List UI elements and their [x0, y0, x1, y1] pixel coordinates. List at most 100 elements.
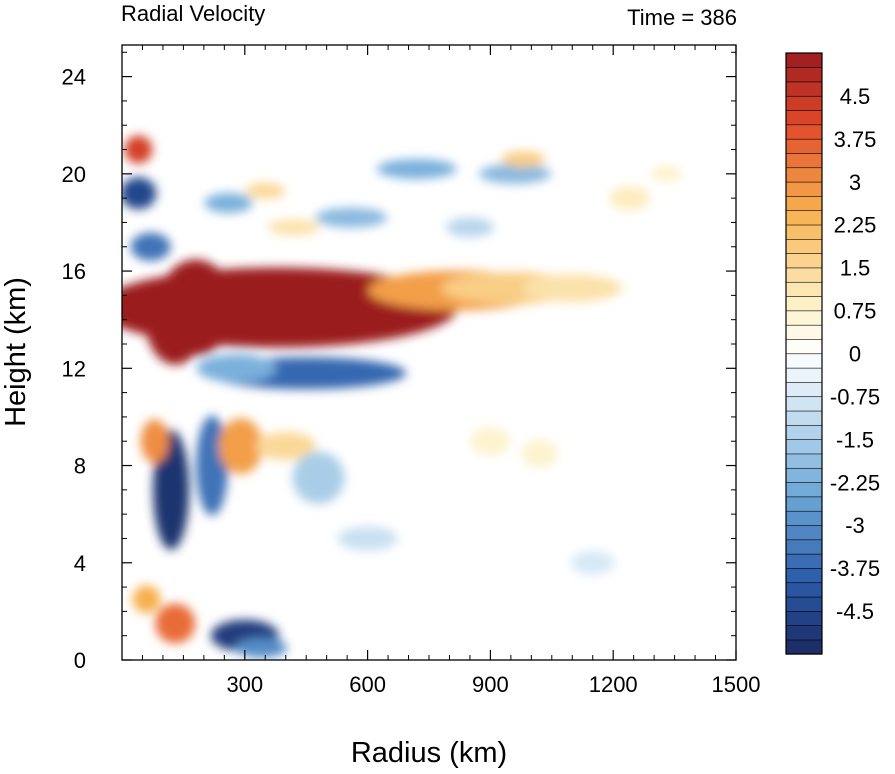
plot-area	[122, 45, 736, 660]
colorbar-box	[785, 338, 823, 355]
colorbar-box	[785, 353, 823, 369]
velocity-feature	[122, 177, 157, 210]
velocity-feature	[501, 151, 546, 168]
colorbar-box	[785, 610, 823, 626]
colorbar-box	[785, 210, 823, 226]
colorbar-box	[785, 596, 823, 612]
colorbar-box	[785, 81, 823, 97]
velocity-feature	[609, 186, 650, 211]
colorbar-box	[785, 396, 823, 412]
colorbar-box	[785, 238, 823, 254]
velocity-feature	[478, 163, 551, 184]
colorbar-label: -2.25	[830, 470, 880, 495]
colorbar-label: -4.5	[836, 599, 874, 624]
colorbar-box	[785, 410, 823, 426]
colorbar-box	[785, 52, 823, 68]
velocity-feature	[130, 232, 171, 261]
y-tick-label: 20	[62, 162, 86, 187]
colorbar-label: -0.75	[830, 384, 880, 409]
chart-time-label: Time = 386	[627, 5, 737, 30]
colorbar-box	[785, 424, 823, 440]
x-axis-title: Radius (km)	[351, 737, 507, 769]
colorbar-box	[785, 539, 823, 555]
colorbar-box	[785, 639, 823, 655]
colorbar-box	[785, 224, 823, 240]
colorbar-box	[785, 553, 823, 569]
velocity-feature	[196, 354, 277, 383]
colorbar-box	[785, 310, 823, 326]
colorbar-box	[785, 138, 823, 154]
velocity-feature	[292, 451, 345, 504]
velocity-feature	[140, 419, 169, 464]
colorbar-label: -3	[845, 513, 865, 538]
velocity-feature	[157, 259, 234, 356]
colorbar-box	[785, 152, 823, 169]
colorbar-box	[785, 281, 823, 297]
colorbar-box	[785, 524, 823, 541]
velocity-feature	[315, 207, 388, 228]
colorbar-box	[785, 295, 823, 312]
velocity-feature	[445, 217, 494, 238]
axis-ticks	[122, 45, 737, 661]
x-tick-label: 300	[226, 672, 263, 697]
velocity-feature	[218, 418, 263, 475]
colorbar-box	[785, 381, 823, 398]
y-tick-label: 0	[74, 648, 86, 673]
colorbar-box	[785, 267, 823, 283]
colorbar-box	[785, 467, 823, 483]
colorbar-label: 2.25	[834, 213, 877, 238]
y-tick-labels: 0 4 8 12 16 20 24	[62, 65, 86, 673]
colorbar-box	[785, 496, 823, 512]
velocity-feature	[124, 135, 153, 164]
velocity-field	[122, 135, 683, 658]
x-tick-label: 1500	[712, 672, 761, 697]
colorbar-box	[785, 453, 823, 469]
colorbar-label: 3.75	[834, 127, 877, 152]
colorbar	[785, 52, 823, 655]
velocity-feature	[650, 165, 683, 182]
colorbar-box	[785, 439, 823, 455]
colorbar-label: 1.5	[840, 256, 871, 281]
colorbar-label: 4.5	[840, 84, 871, 109]
colorbar-box	[785, 253, 823, 269]
colorbar-box	[785, 109, 823, 126]
velocity-feature	[337, 526, 398, 551]
colorbar-frame	[785, 52, 823, 655]
velocity-feature	[522, 274, 623, 303]
velocity-feature	[235, 637, 288, 658]
x-tick-labels: 300 600 900 1200 1500	[226, 672, 760, 697]
colorbar-label: 3	[849, 170, 861, 195]
velocity-feature	[255, 432, 316, 461]
colorbar-box	[785, 324, 823, 340]
colorbar-label: -3.75	[830, 556, 880, 581]
colorbar-box	[785, 67, 823, 83]
velocity-feature	[245, 182, 286, 199]
chart-title: Radial Velocity	[121, 1, 265, 26]
x-tick-label: 900	[472, 672, 509, 697]
colorbar-box	[785, 167, 823, 183]
colorbar-box	[785, 567, 823, 584]
velocity-feature	[267, 219, 320, 236]
velocity-feature	[132, 585, 161, 614]
colorbar-label: 0.75	[834, 299, 877, 324]
colorbar-box	[785, 367, 823, 383]
colorbar-label: 0	[849, 342, 861, 367]
velocity-feature	[521, 439, 558, 468]
velocity-blobs	[122, 135, 683, 658]
velocity-feature	[376, 158, 457, 179]
colorbar-box	[785, 582, 823, 598]
y-tick-label: 24	[62, 65, 86, 90]
y-tick-label: 4	[74, 551, 86, 576]
colorbar-box	[785, 510, 823, 526]
colorbar-box	[785, 195, 823, 212]
y-tick-label: 8	[74, 454, 86, 479]
colorbar-box	[785, 95, 823, 111]
colorbar-labels: 4.5 3.75 3 2.25 1.5 0.75 0 -0.75 -1.5 -2.25 -3 -3.7…	[830, 84, 880, 624]
velocity-feature	[204, 193, 253, 214]
colorbar-box	[785, 124, 823, 140]
y-tick-label: 16	[62, 259, 86, 284]
y-tick-label: 12	[62, 356, 86, 381]
x-tick-label: 1200	[589, 672, 638, 697]
colorbar-box	[785, 625, 823, 641]
